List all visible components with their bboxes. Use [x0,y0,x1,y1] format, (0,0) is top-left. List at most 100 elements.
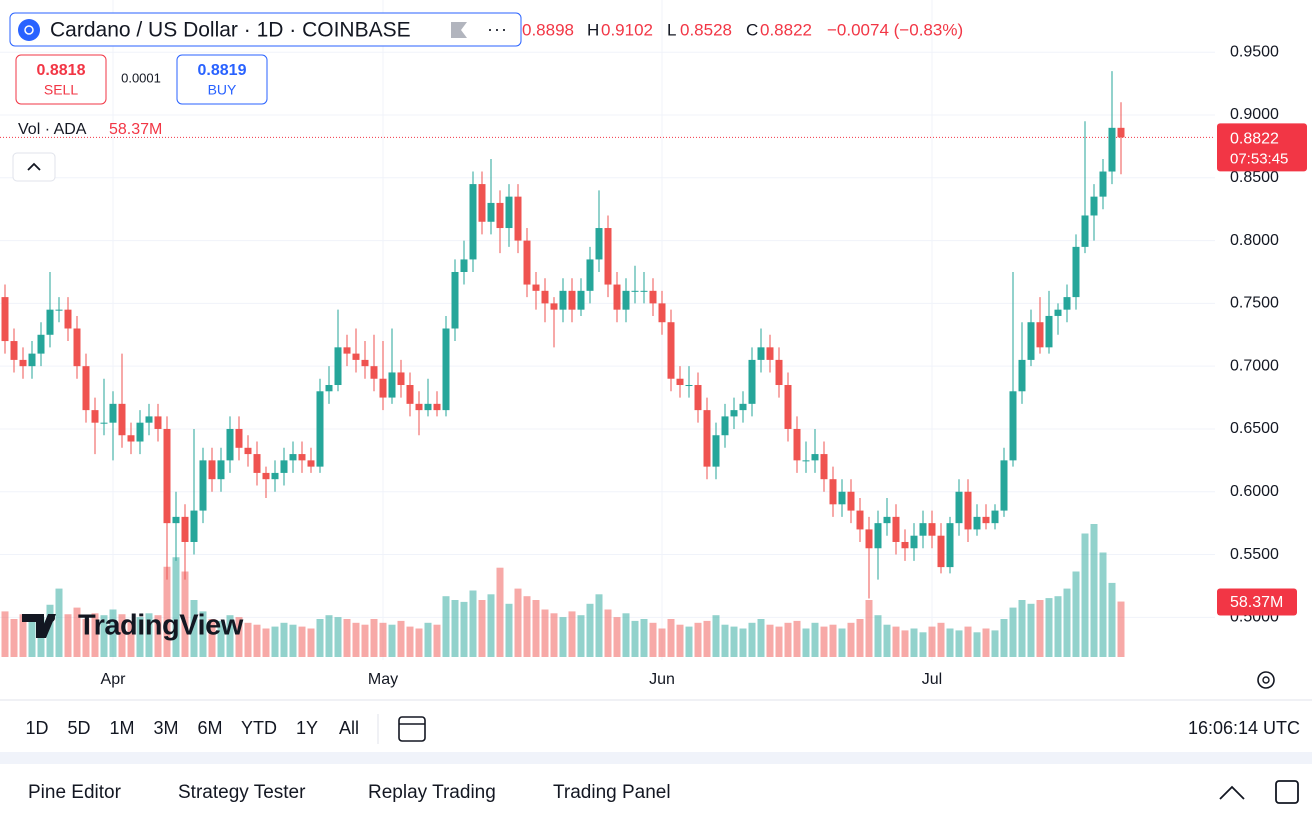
volume-bar [388,624,396,657]
candle-body [802,460,810,462]
panel-tab[interactable]: Strategy Tester [178,782,306,803]
candle-body [928,523,936,536]
collapse-button[interactable] [12,152,56,182]
volume-bar [739,628,747,657]
candle-body [676,378,684,386]
candle-body [487,202,495,222]
flag-icon[interactable] [451,22,467,38]
candle-body [604,228,612,285]
volume-bar [82,619,90,657]
volume-bar [1045,598,1053,657]
volume-bar [766,624,774,657]
candle-body [1090,196,1098,216]
calendar-icon[interactable] [398,716,426,742]
candle-body [568,290,576,310]
volume-bar [748,622,756,657]
symbol-title: Cardano / US Dollar · 1D · COINBASE [50,19,411,42]
volume-bar [892,626,900,657]
volume-bar [865,600,873,657]
range-button[interactable]: 1D [25,718,48,738]
volume-bar [1,611,9,657]
more-icon[interactable]: ··· [487,19,508,39]
sell-button[interactable] [15,54,107,105]
candle-body [244,447,252,455]
volume-bar [226,615,234,657]
volume-bar [1063,588,1071,657]
candle-body [280,460,288,473]
y-tick-label: 0.7500 [1230,295,1279,312]
panel-tab[interactable]: Trading Panel [553,782,671,803]
range-button[interactable]: 1M [109,718,134,738]
volume-bar [136,617,144,657]
range-button[interactable]: 6M [197,718,222,738]
volume-bar [568,611,576,657]
volume-bar [145,613,153,657]
volume-bar [631,620,639,657]
volume-bar [982,628,990,657]
panel-gap [0,752,1312,764]
volume-bar [487,594,495,657]
volume-bar [1036,600,1044,657]
volume-bar [127,620,135,657]
volume-bar [334,617,342,657]
high-label: H [587,20,599,39]
price-tag-value: 0.8822 [1230,131,1279,148]
candle-body [28,353,36,367]
range-button[interactable]: 3M [153,718,178,738]
volume-bar [244,622,252,657]
candle-body [1117,127,1125,138]
volume-bar [1117,601,1125,657]
panel-collapse[interactable] [1219,785,1245,800]
spread: 0.0001 [121,70,161,85]
candle-body [901,541,909,549]
range-button[interactable]: 5D [67,718,90,738]
high-value: 0.9102 [601,20,653,39]
volume-bar [523,596,531,657]
panel-maximize[interactable] [1275,780,1299,804]
candle-body [253,454,261,473]
settings-icon[interactable] [1257,671,1275,689]
panel-tab[interactable]: Replay Trading [368,782,496,803]
candle-body [1027,322,1035,360]
volume-bar [937,622,945,657]
volume-bar [433,624,441,657]
volume-bar [514,588,522,657]
candle-body [820,454,828,480]
volume-bar [1000,619,1008,657]
range-button[interactable]: All [339,718,359,738]
symbol-icon-inner [24,25,34,35]
candle-body [1072,246,1080,298]
volume-bar [658,628,666,657]
volume-bar [946,628,954,657]
candle-body [946,523,954,568]
volume-name: Vol · ADA [18,121,87,138]
volume-bar [253,624,261,657]
candle-body [172,516,180,524]
volume-bar [46,604,54,657]
candle-body [658,303,666,323]
range-button[interactable]: 1Y [296,718,318,738]
volume-bar [775,626,783,657]
symbol-box[interactable] [9,12,522,47]
volume-bar [928,626,936,657]
candle-body [739,403,747,411]
volume-bar [19,614,27,657]
range-button[interactable]: YTD [241,718,277,738]
chevron-up [27,162,41,171]
x-tick-label: May [368,671,398,688]
buy-button[interactable] [176,54,268,105]
volume-bar [1054,596,1062,657]
candle-body [424,403,432,411]
y-tick-label: 0.5500 [1230,546,1279,563]
panel-tab[interactable]: Pine Editor [28,782,122,803]
candle-body [370,366,378,379]
close-label: C [746,20,758,39]
volume-bar [217,620,225,657]
volume-bar [730,626,738,657]
candle-body [559,290,567,310]
volume-bar [289,624,297,657]
low-label: L [667,20,676,39]
x-tick-label: Jul [922,671,942,688]
